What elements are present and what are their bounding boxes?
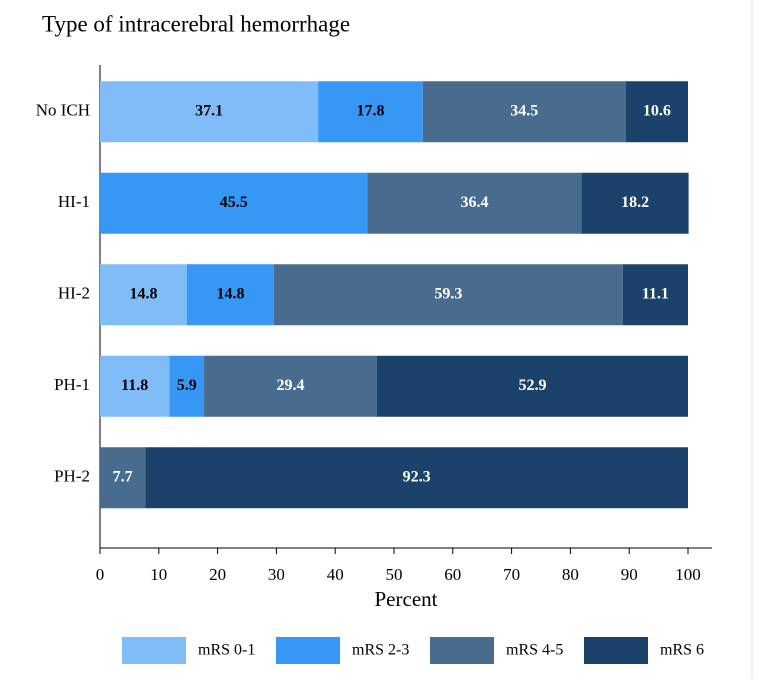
data-label: 11.8 xyxy=(121,377,148,394)
data-label: 7.7 xyxy=(113,468,133,485)
data-label: 37.1 xyxy=(195,102,223,119)
legend-swatch xyxy=(430,637,494,664)
data-label: 11.1 xyxy=(642,285,669,302)
y-tick-label: No ICH xyxy=(36,101,90,120)
data-label: 10.6 xyxy=(643,102,671,119)
y-tick-label: PH-2 xyxy=(54,467,90,486)
legend-label: mRS 4-5 xyxy=(506,642,563,659)
y-tick-label: HI-2 xyxy=(58,284,90,303)
data-label: 36.4 xyxy=(461,194,489,211)
bar-segment xyxy=(622,264,688,326)
bar-segment xyxy=(376,355,688,417)
y-tick-label: PH-1 xyxy=(54,375,90,394)
data-label: 92.3 xyxy=(403,468,431,485)
data-label: 14.8 xyxy=(130,285,158,302)
x-tick-label: 100 xyxy=(675,565,701,584)
x-tick-label: 90 xyxy=(621,565,638,584)
x-tick-label: 80 xyxy=(562,565,579,584)
bar-segment xyxy=(422,81,626,143)
bar-segment xyxy=(100,264,188,326)
bar-segment xyxy=(100,447,146,509)
x-tick-label: 60 xyxy=(444,565,461,584)
x-tick-label: 70 xyxy=(503,565,520,584)
bar-segment xyxy=(100,81,319,143)
y-tick-label: HI-1 xyxy=(58,192,90,211)
data-label: 52.9 xyxy=(518,377,546,394)
legend-swatch xyxy=(276,637,340,664)
bar-segment xyxy=(145,447,688,509)
bar-segment xyxy=(100,355,170,417)
chart-title: Type of intracerebral hemorrhage xyxy=(42,11,350,36)
bar-segment xyxy=(204,355,377,417)
bar-segment xyxy=(100,172,368,234)
x-axis-title: Percent xyxy=(375,587,438,611)
data-label: 17.8 xyxy=(356,102,384,119)
legend-label: mRS 0-1 xyxy=(198,642,255,659)
bar-segment xyxy=(318,81,423,143)
x-tick-label: 10 xyxy=(150,565,167,584)
data-label: 45.5 xyxy=(220,194,248,211)
x-tick-label: 0 xyxy=(96,565,105,584)
bar-segment xyxy=(274,264,623,326)
x-tick-label: 20 xyxy=(209,565,226,584)
legend-label: mRS 2-3 xyxy=(352,642,409,659)
legend-label: mRS 6 xyxy=(660,642,704,659)
x-tick-label: 40 xyxy=(327,565,344,584)
data-label: 18.2 xyxy=(621,194,649,211)
legend-swatch xyxy=(584,637,648,664)
data-label: 14.8 xyxy=(217,285,245,302)
data-label: 59.3 xyxy=(434,285,462,302)
data-label: 29.4 xyxy=(277,377,305,394)
data-label: 5.9 xyxy=(177,377,197,394)
bar-segment xyxy=(581,172,689,234)
bar-segment xyxy=(169,355,205,417)
bar-segment xyxy=(187,264,275,326)
bar-segment xyxy=(625,81,688,143)
x-tick-label: 30 xyxy=(268,565,285,584)
legend-swatch xyxy=(122,637,186,664)
data-label: 34.5 xyxy=(510,102,538,119)
bar-segment xyxy=(367,172,582,234)
x-tick-label: 50 xyxy=(386,565,403,584)
